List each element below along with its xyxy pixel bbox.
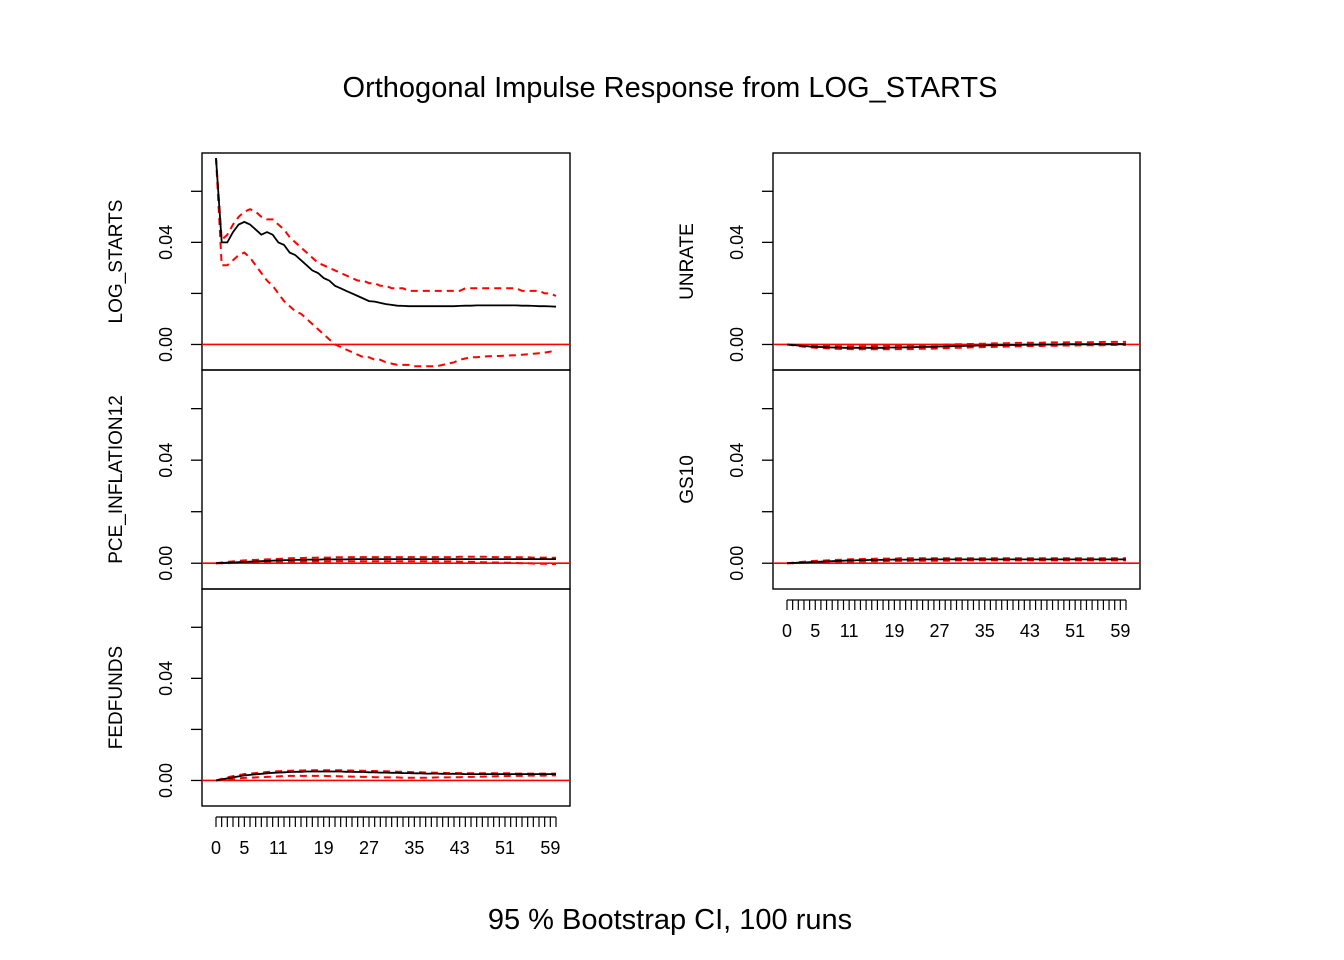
panel-frame [772,369,1141,590]
y-tick-label: 0.00 [156,546,176,581]
panel-ylabel: LOG_STARTS [106,200,127,324]
ci-lower-line [215,158,557,368]
ci-upper-line [215,769,556,782]
y-tick-label: 0.00 [727,327,747,362]
y-tick-label: 0.04 [727,225,747,260]
x-axis: 0 5 11 19 27 35 43 51 59 [211,816,560,858]
x-tick-label: 27 [930,621,950,641]
response-line [786,558,1126,565]
x-tick-label: 19 [884,621,904,641]
panel-fedfunds: 0.00 0.04 FEDFUNDS 0 5 11 19 27 35 43 51 59 [106,588,571,858]
ci-lower-line [786,343,1126,351]
x-tick-label: 0 [782,621,792,641]
panel-ylabel: FEDFUNDS [106,646,127,749]
chart-xlabel: 95 % Bootstrap CI, 100 runs [488,904,852,936]
x-tick-label: 51 [1065,621,1085,641]
y-tick-label: 0.04 [727,443,747,478]
ci-lower-line [787,559,1126,565]
response-line [215,558,556,565]
panel-pce_inflation12: 0.00 0.04 PCE_INFLATION12 [106,369,571,590]
x-tick-label: 51 [495,838,515,858]
y-tick-label: 0.04 [156,225,176,260]
ci-lower-line [215,774,556,782]
x-tick-label: 43 [450,838,470,858]
x-tick-label: 43 [1020,621,1040,641]
chart-title: Orthogonal Impulse Response from LOG_STA… [343,72,998,104]
x-tick-label: 11 [269,838,288,858]
panels-group: 0.00 0.04 LOG_STARTS 0.00 0.04 PCE_INFLATION1… [106,152,1141,858]
x-axis: 0 5 11 19 27 35 43 51 59 [782,599,1130,641]
x-tick-label: 5 [239,838,249,858]
x-tick-label: 27 [359,838,379,858]
ci-upper-line [786,340,1126,348]
x-tick-label: 11 [840,621,859,641]
response-line [215,770,556,782]
ci-upper-line [215,158,557,297]
panel-ylabel: UNRATE [677,223,698,300]
panel-ylabel: GS10 [677,455,698,504]
x-tick-label: 35 [975,621,995,641]
panel-ylabel: PCE_INFLATION12 [106,395,127,564]
ci-upper-line [215,555,556,565]
x-tick-label: 59 [1110,621,1130,641]
panel-frame [772,152,1141,371]
panel-frame [201,152,571,371]
x-tick-label: 59 [540,838,560,858]
panel-frame [201,588,571,807]
x-tick-label: 5 [810,621,820,641]
x-tick-label: 19 [314,838,334,858]
response-line [786,343,1126,349]
response-line [215,158,557,308]
panel-gs10: 0.00 0.04 GS10 0 5 11 19 27 35 43 51 59 [677,369,1141,641]
x-tick-label: 0 [211,838,221,858]
x-tick-label: 35 [404,838,424,858]
y-tick-label: 0.04 [156,443,176,478]
y-tick-label: 0.00 [156,327,176,362]
ci-lower-line [216,560,556,565]
ci-upper-line [786,557,1126,565]
panel-log_starts: 0.00 0.04 LOG_STARTS [106,152,571,371]
y-tick-label: 0.04 [156,661,176,696]
y-tick-label: 0.00 [727,546,747,581]
y-tick-label: 0.00 [156,763,176,798]
panel-unrate: 0.00 0.04 UNRATE [677,152,1141,371]
